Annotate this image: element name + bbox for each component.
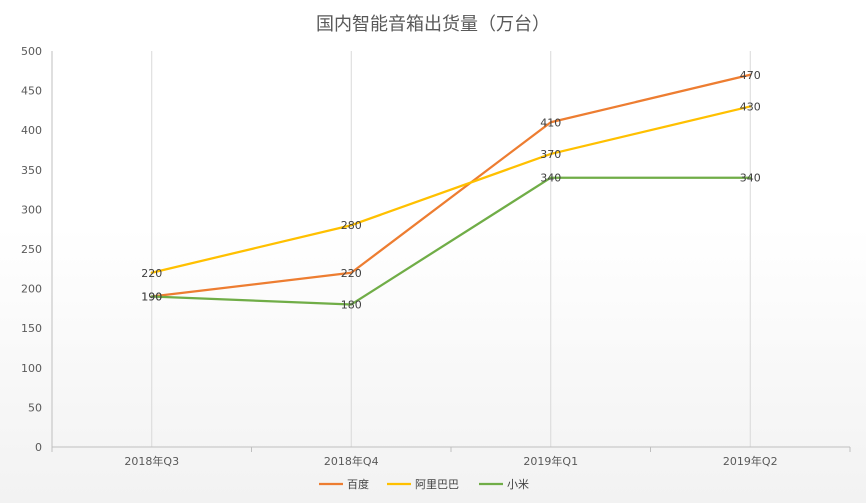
data-label-s2-0: 190 [141, 291, 162, 304]
series-layer [150, 73, 752, 306]
data-label-s0-3: 470 [740, 69, 761, 82]
data-label-s1-2: 370 [540, 148, 561, 161]
y-tick-label-150: 150 [21, 322, 42, 335]
y-tick-label-400: 400 [21, 124, 42, 137]
data-label-s1-0: 220 [141, 267, 162, 280]
grid-layer [151, 51, 751, 447]
y-tick-label-500: 500 [21, 45, 42, 58]
data-label-s0-2: 410 [540, 116, 561, 129]
legend-label-2: 小米 [507, 478, 529, 491]
chart-title: 国内智能音箱出货量（万台） [316, 14, 550, 35]
y-tick-label-250: 250 [21, 243, 42, 256]
series-line-2 [150, 176, 752, 306]
data-label-s0-0: 190 [141, 291, 162, 304]
y-tick-label-350: 350 [21, 164, 42, 177]
data-label-s2-2: 340 [540, 172, 561, 185]
y-tick-label-200: 200 [21, 283, 42, 296]
legend: 百度 阿里巴巴 小米 [319, 477, 529, 491]
data-label-s2-3: 340 [740, 172, 761, 185]
legend-label-0: 百度 [347, 477, 369, 491]
data-label-s1-1: 280 [341, 219, 362, 232]
legend-item-2: 小米 [479, 478, 529, 491]
legend-label-1: 阿里巴巴 [415, 478, 459, 491]
x-tick-label-1: 2018年Q4 [324, 454, 379, 468]
y-tick-label-300: 300 [21, 203, 42, 216]
series-line-1 [150, 105, 752, 274]
x-tick-label-0: 2018年Q3 [124, 454, 179, 468]
x-tick-label-3: 2019年Q2 [723, 454, 778, 468]
y-tick-label-50: 50 [28, 401, 42, 414]
data-label-s2-1: 180 [341, 298, 362, 311]
data-label-s0-1: 220 [341, 267, 362, 280]
x-tick-label-2: 2019年Q1 [523, 454, 578, 468]
y-tick-label-450: 450 [21, 85, 42, 98]
y-tick-label-100: 100 [21, 362, 42, 375]
axis-layer: 0 50 100 150 200 250 300 350 400 450 500 2018年Q3 201… [21, 45, 851, 468]
series-line-0 [150, 73, 752, 298]
legend-item-1: 阿里巴巴 [387, 478, 459, 491]
y-tick-label-0: 0 [35, 441, 42, 454]
legend-item-0: 百度 [319, 477, 369, 491]
data-label-s1-3: 430 [740, 100, 761, 113]
